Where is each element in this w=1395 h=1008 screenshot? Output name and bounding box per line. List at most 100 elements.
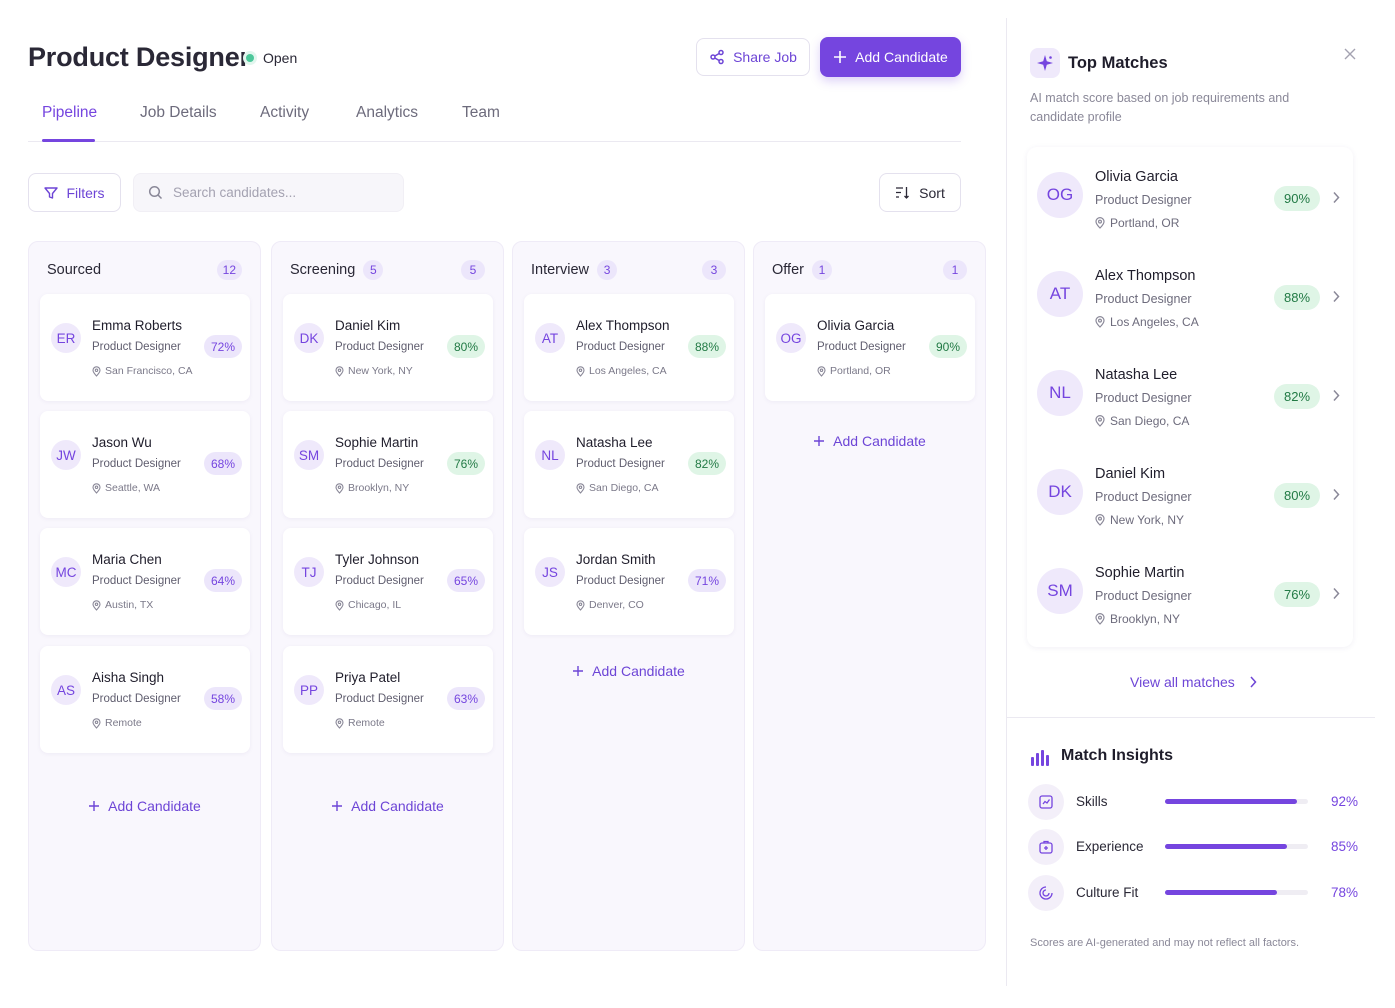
column-add-candidate-button[interactable]: Add Candidate (29, 798, 260, 814)
candidate-card[interactable]: SM Sophie Martin Product Designer Brooklyn,… (283, 411, 493, 518)
candidate-name: Tyler Johnson (335, 552, 420, 567)
match-score-badge: 63% (447, 687, 485, 710)
insight-row-culture-fit: Culture Fit 78% (1028, 875, 1358, 911)
candidate-name: Aisha Singh (92, 670, 165, 685)
match-name: Olivia Garcia (1095, 169, 1178, 185)
column-add-candidate-button[interactable]: Add Candidate (272, 798, 503, 814)
add-candidate-label: Add Candidate (108, 798, 201, 814)
candidate-location: Seattle, WA (92, 482, 160, 494)
candidate-card[interactable]: JS Jordan Smith Product Designer Denver, CO… (524, 528, 734, 635)
location-pin-icon (1095, 217, 1105, 229)
match-score-badge: 88% (688, 335, 726, 358)
sort-button[interactable]: Sort (879, 173, 961, 212)
top-match-item[interactable]: NL Natasha Lee Product Designer San Diego, … (1027, 347, 1353, 446)
column-header: Screening 5 5 (290, 260, 485, 280)
status-dot-icon (246, 54, 254, 62)
candidate-location: Chicago, IL (335, 599, 401, 611)
avatar: TJ (294, 557, 324, 587)
chevron-right-icon[interactable] (1332, 389, 1340, 402)
match-role: Product Designer (1095, 193, 1192, 207)
column-interview: Interview 3 3 AT Alex Thompson Product Design… (512, 241, 745, 951)
candidate-name: Olivia Garcia (817, 318, 895, 333)
chevron-right-icon[interactable] (1332, 587, 1340, 600)
column-total-badge: 5 (461, 260, 485, 280)
column-count-badge: 3 (597, 260, 618, 280)
match-score-badge: 80% (1274, 483, 1320, 508)
candidate-card[interactable]: TJ Tyler Johnson Product Designer Chicago, … (283, 528, 493, 635)
location-pin-icon (335, 482, 344, 494)
match-location: Los Angeles, CA (1095, 315, 1199, 329)
add-candidate-label: Add Candidate (592, 663, 685, 679)
top-match-item[interactable]: DK Daniel Kim Product Designer New York, NY… (1027, 446, 1353, 545)
candidate-role: Product Designer (92, 341, 181, 353)
candidate-card[interactable]: AT Alex Thompson Product Designer Los Angel… (524, 294, 734, 401)
share-job-label: Share Job (733, 49, 797, 65)
tab-analytics[interactable]: Analytics (356, 104, 419, 121)
match-role: Product Designer (1095, 292, 1192, 306)
avatar: SM (294, 440, 324, 470)
view-all-matches-link[interactable]: View all matches (1130, 674, 1257, 690)
tab-pipeline[interactable]: Pipeline (42, 104, 98, 121)
column-offer: Offer 1 1 OG Olivia Garcia Product Designer Po… (753, 241, 986, 951)
candidate-card[interactable]: OG Olivia Garcia Product Designer Portland,… (765, 294, 975, 401)
location-pin-icon (576, 482, 585, 494)
panel-subtitle: AI match score based on job requirements… (1030, 91, 1290, 124)
chevron-right-icon[interactable] (1332, 191, 1340, 204)
location-text: Portland, OR (830, 365, 891, 377)
column-total-badge: 3 (702, 260, 726, 280)
candidate-card[interactable]: ER Emma Roberts Product Designer San Franci… (40, 294, 250, 401)
candidate-location: Portland, OR (817, 365, 891, 377)
match-name: Daniel Kim (1095, 466, 1166, 482)
avatar: AS (51, 675, 81, 705)
candidate-name: Alex Thompson (576, 318, 670, 333)
insight-value: 92% (1330, 794, 1358, 809)
match-score-badge: 90% (929, 335, 967, 358)
filters-button[interactable]: Filters (28, 173, 121, 212)
chevron-right-icon[interactable] (1332, 290, 1340, 303)
plus-icon (331, 800, 343, 812)
tab-job-details[interactable]: Job Details (140, 104, 217, 121)
avatar: DK (1037, 469, 1083, 515)
location-pin-icon (92, 482, 101, 494)
avatar: OG (1037, 172, 1083, 218)
top-match-item[interactable]: SM Sophie Martin Product Designer Brooklyn,… (1027, 545, 1353, 644)
column-add-candidate-button[interactable]: Add Candidate (754, 433, 985, 449)
search-input[interactable] (173, 185, 393, 200)
candidate-card[interactable]: PP Priya Patel Product Designer Remote 63% (283, 646, 493, 753)
location-text: San Francisco, CA (105, 365, 193, 377)
avatar: NL (1037, 370, 1083, 416)
tab-team[interactable]: Team (462, 104, 500, 121)
match-score-badge: 88% (1274, 285, 1320, 310)
insight-progress-fill (1165, 890, 1277, 895)
insight-row-skills: Skills 92% (1028, 784, 1358, 820)
chevron-right-icon[interactable] (1332, 488, 1340, 501)
location-pin-icon (92, 365, 101, 377)
top-match-item[interactable]: OG Olivia Garcia Product Designer Portland,… (1027, 149, 1353, 248)
candidate-card[interactable]: MC Maria Chen Product Designer Austin, TX 64… (40, 528, 250, 635)
share-job-button[interactable]: Share Job (696, 38, 810, 76)
match-score-badge: 68% (204, 452, 242, 475)
add-candidate-button[interactable]: Add Candidate (820, 37, 961, 77)
plus-icon (813, 435, 825, 447)
candidate-card[interactable]: DK Daniel Kim Product Designer New York, NY… (283, 294, 493, 401)
match-location: New York, NY (1095, 513, 1184, 527)
match-score-badge: 64% (204, 569, 242, 592)
insight-row-experience: Experience 85% (1028, 829, 1358, 865)
location-text: Portland, OR (1110, 216, 1180, 230)
close-icon[interactable] (1340, 44, 1360, 64)
candidate-card[interactable]: JW Jason Wu Product Designer Seattle, WA 68% (40, 411, 250, 518)
tab-activity[interactable]: Activity (260, 104, 310, 121)
candidate-name: Daniel Kim (335, 318, 401, 333)
match-role: Product Designer (1095, 490, 1192, 504)
location-pin-icon (576, 599, 585, 611)
location-text: Brooklyn, NY (1110, 612, 1181, 626)
candidate-card[interactable]: NL Natasha Lee Product Designer San Diego, … (524, 411, 734, 518)
top-match-item[interactable]: AT Alex Thompson Product Designer Los Angel… (1027, 248, 1353, 347)
match-location: Portland, OR (1095, 216, 1179, 230)
column-total-badge: 1 (943, 260, 967, 280)
column-add-candidate-button[interactable]: Add Candidate (513, 663, 744, 679)
candidate-location: San Diego, CA (576, 482, 658, 494)
add-candidate-label: Add Candidate (833, 433, 926, 449)
plus-icon (833, 50, 847, 64)
candidate-card[interactable]: AS Aisha Singh Product Designer Remote 58% (40, 646, 250, 753)
